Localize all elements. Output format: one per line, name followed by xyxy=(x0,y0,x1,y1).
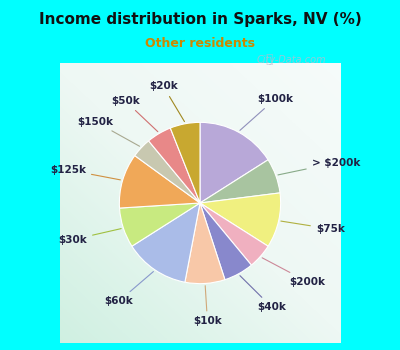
Text: $30k: $30k xyxy=(58,229,121,245)
Text: > $200k: > $200k xyxy=(278,158,360,175)
Wedge shape xyxy=(200,193,281,246)
Text: $150k: $150k xyxy=(78,117,140,146)
Wedge shape xyxy=(200,160,280,203)
Wedge shape xyxy=(120,203,200,246)
Text: $10k: $10k xyxy=(193,286,222,327)
Wedge shape xyxy=(200,122,268,203)
Text: $20k: $20k xyxy=(149,82,184,121)
Wedge shape xyxy=(200,203,252,280)
Text: Other residents: Other residents xyxy=(145,37,255,50)
Wedge shape xyxy=(170,122,200,203)
Text: $60k: $60k xyxy=(104,272,154,306)
Wedge shape xyxy=(135,141,200,203)
Text: $50k: $50k xyxy=(111,96,158,132)
Text: Ⓜ: Ⓜ xyxy=(266,53,273,66)
Wedge shape xyxy=(200,203,268,265)
Text: City-Data.com: City-Data.com xyxy=(257,55,327,65)
Text: $75k: $75k xyxy=(281,221,345,234)
Wedge shape xyxy=(132,203,200,282)
Text: $100k: $100k xyxy=(240,94,293,130)
Wedge shape xyxy=(119,156,200,208)
Text: $200k: $200k xyxy=(262,258,325,287)
Wedge shape xyxy=(148,128,200,203)
Text: $125k: $125k xyxy=(50,165,120,180)
Text: $40k: $40k xyxy=(240,276,286,312)
Text: Income distribution in Sparks, NV (%): Income distribution in Sparks, NV (%) xyxy=(39,12,361,27)
Wedge shape xyxy=(185,203,225,284)
